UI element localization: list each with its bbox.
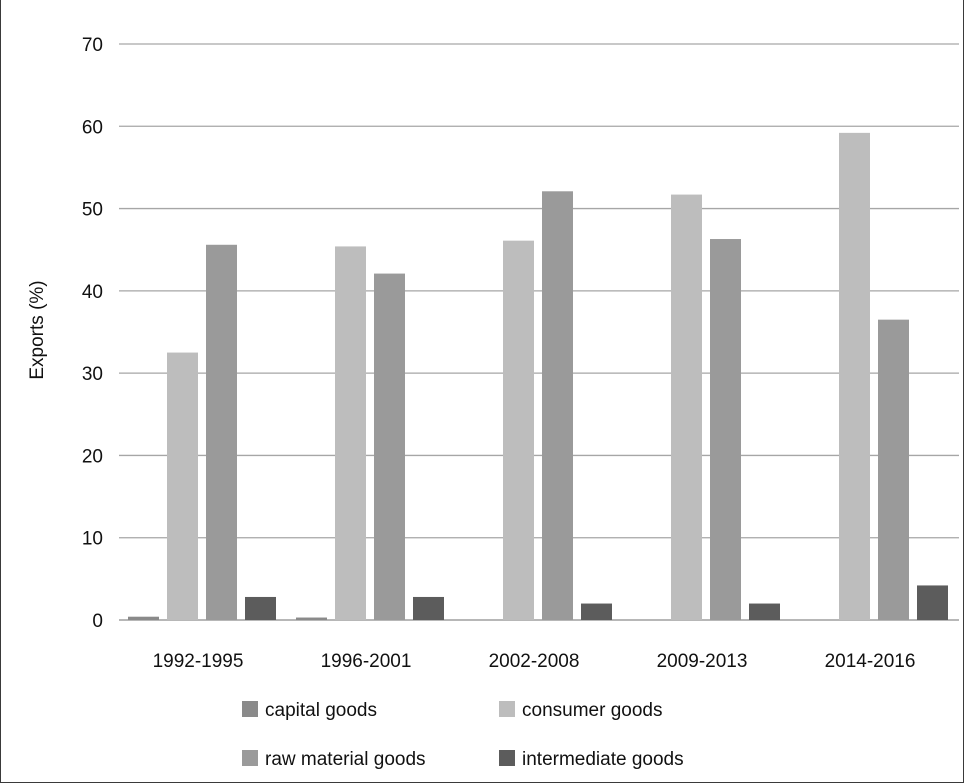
legend-swatch [499,701,515,717]
legend-label: consumer goods [522,700,662,721]
x-tick-label: 1992-1995 [153,651,244,672]
legend-item: consumer goods [499,700,662,721]
legend-swatch [499,750,515,766]
legend-swatch [242,750,258,766]
legend-label: intermediate goods [522,749,684,770]
x-axis-ticks: 1992-1995 1996-2001 2002-2008 2009-2013 2014… [153,651,916,672]
bar-raw-material-goods-1992-1995 [206,244,237,620]
bar-consumer-goods-1992-1995 [167,352,198,620]
x-tick-label: 2014-2016 [825,651,916,672]
legend-item: intermediate goods [499,749,684,770]
y-tick-label: 50 [82,200,103,221]
y-axis-title: Exports (%) [27,280,48,379]
legend-item: capital goods [242,700,377,721]
x-tick-label: 2002-2008 [489,651,580,672]
y-tick-label: 0 [92,611,103,632]
bar-consumer-goods-2009-2013 [671,194,702,620]
bar-raw-material-goods-2014-2016 [878,319,909,620]
bar-capital-goods-1996-2001 [296,617,327,620]
legend-item: raw material goods [242,749,426,770]
legend-label: raw material goods [265,749,426,770]
x-tick-label: 1996-2001 [321,651,412,672]
bar-consumer-goods-2014-2016 [839,132,870,620]
bar-consumer-goods-2002-2008 [503,240,534,621]
bar-raw-material-goods-1996-2001 [374,273,405,620]
legend-swatch [242,701,258,717]
bar-intermediate-goods-2009-2013 [749,603,780,620]
gridlines [119,43,959,621]
bar-intermediate-goods-2002-2008 [581,603,612,620]
bar-raw-material-goods-2009-2013 [710,239,741,620]
x-tick-label: 2009-2013 [657,651,748,672]
y-tick-label: 40 [82,282,103,303]
y-axis-ticks: 0 10 20 30 40 50 60 70 [82,35,103,632]
bar-intermediate-goods-1996-2001 [413,596,444,620]
y-tick-label: 70 [82,35,103,56]
bar-intermediate-goods-1992-1995 [245,596,276,620]
y-tick-label: 10 [82,529,103,550]
bar-capital-goods-1992-1995 [128,616,159,620]
legend-label: capital goods [265,700,377,721]
y-tick-label: 60 [82,117,103,138]
bars [128,132,948,621]
bar-intermediate-goods-2014-2016 [917,585,948,620]
bar-raw-material-goods-2002-2008 [542,191,573,620]
y-tick-label: 20 [82,446,103,467]
legend: capital goods consumer goods raw material … [242,700,684,770]
bar-consumer-goods-1996-2001 [335,246,366,620]
y-tick-label: 30 [82,364,103,385]
